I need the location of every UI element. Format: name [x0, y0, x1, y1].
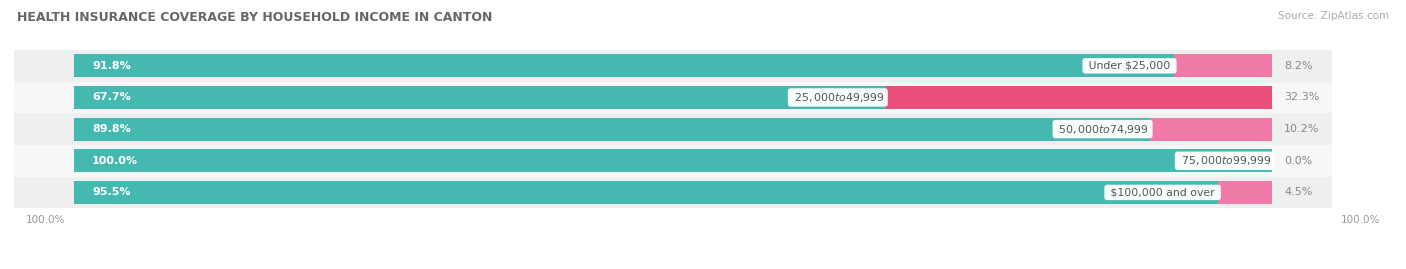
Bar [14, 145, 1331, 176]
Text: 8.2%: 8.2% [1284, 61, 1313, 71]
Text: 10.2%: 10.2% [1284, 124, 1319, 134]
Text: 95.5%: 95.5% [91, 187, 131, 197]
Text: 100.0%: 100.0% [91, 156, 138, 166]
Text: 91.8%: 91.8% [91, 61, 131, 71]
Text: $25,000 to $49,999: $25,000 to $49,999 [790, 91, 886, 104]
Bar [75, 118, 1150, 140]
Text: 32.3%: 32.3% [1284, 93, 1319, 102]
Bar [14, 113, 1331, 145]
Text: Source: ZipAtlas.com: Source: ZipAtlas.com [1278, 11, 1389, 21]
Bar [1218, 181, 1272, 204]
Bar [886, 86, 1272, 109]
Text: 0.0%: 0.0% [1284, 156, 1312, 166]
Bar [1150, 118, 1272, 140]
Bar [14, 50, 1331, 82]
Text: 100.0%: 100.0% [27, 215, 66, 225]
Text: $100,000 and over: $100,000 and over [1107, 187, 1218, 197]
Bar [14, 82, 1331, 113]
Text: HEALTH INSURANCE COVERAGE BY HOUSEHOLD INCOME IN CANTON: HEALTH INSURANCE COVERAGE BY HOUSEHOLD I… [17, 11, 492, 24]
Text: 67.7%: 67.7% [91, 93, 131, 102]
Text: Under $25,000: Under $25,000 [1085, 61, 1174, 71]
Text: 89.8%: 89.8% [91, 124, 131, 134]
Bar [75, 149, 1272, 172]
Bar [75, 54, 1174, 77]
Bar [14, 176, 1331, 208]
Bar [75, 181, 1218, 204]
Text: 100.0%: 100.0% [1340, 215, 1379, 225]
Text: $50,000 to $74,999: $50,000 to $74,999 [1056, 123, 1150, 136]
Bar [75, 86, 886, 109]
Text: 4.5%: 4.5% [1284, 187, 1312, 197]
Bar [1174, 54, 1272, 77]
Text: $75,000 to $99,999: $75,000 to $99,999 [1178, 154, 1272, 167]
